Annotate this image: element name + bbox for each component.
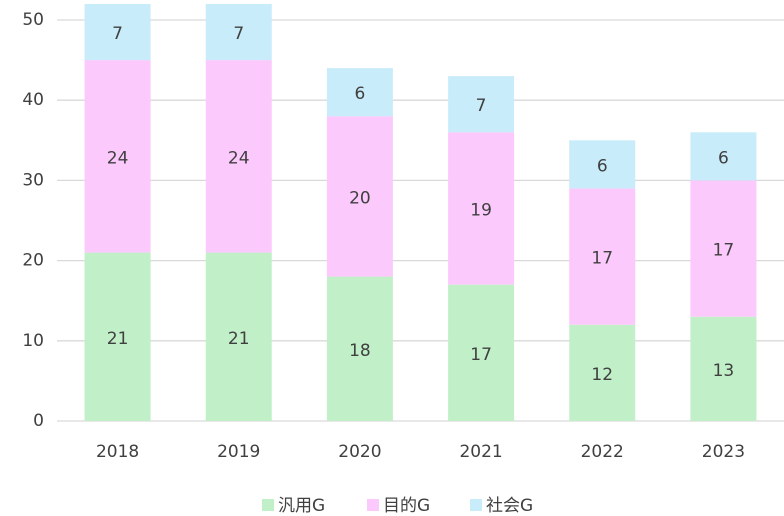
x-tick-label: 2023 <box>702 442 745 462</box>
bar-segment <box>448 284 515 421</box>
legend-swatch <box>262 499 274 511</box>
x-tick-label: 2022 <box>581 442 624 462</box>
bar-segment <box>569 188 636 325</box>
data-label: 7 <box>112 24 123 44</box>
x-tick-label: 2019 <box>217 442 260 462</box>
bar-segment <box>326 116 393 277</box>
data-label: 12 <box>591 365 613 385</box>
legend-swatch <box>470 499 482 511</box>
x-tick-label: 2020 <box>338 442 381 462</box>
y-tick-label: 40 <box>22 90 44 110</box>
data-label: 20 <box>349 188 371 208</box>
legend-label: 社会G <box>486 496 533 516</box>
data-label: 18 <box>349 341 371 361</box>
bar-segment <box>690 132 757 181</box>
y-tick-label: 20 <box>22 251 44 271</box>
data-label: 17 <box>591 249 613 269</box>
legend-label: 汎用G <box>278 496 325 516</box>
bar-segment <box>690 180 757 317</box>
bar-segment <box>205 60 272 253</box>
y-tick-label: 0 <box>33 411 44 431</box>
data-label: 19 <box>470 200 492 220</box>
x-tick-label: 2021 <box>459 442 502 462</box>
bar-segment <box>569 324 636 421</box>
bar-segment <box>326 68 393 117</box>
bar-segment <box>569 140 636 189</box>
data-label: 17 <box>470 345 492 365</box>
bar-segment <box>448 132 515 285</box>
data-label: 7 <box>233 24 244 44</box>
data-label: 13 <box>713 361 735 381</box>
data-label: 17 <box>713 241 735 261</box>
data-label: 21 <box>107 329 129 349</box>
bar-segment <box>84 3 151 61</box>
bar-segment <box>326 276 393 421</box>
bar-segment <box>690 316 757 421</box>
data-label: 24 <box>107 148 129 168</box>
data-label: 6 <box>355 84 366 104</box>
bar-segment <box>448 76 515 133</box>
bar-segment <box>84 60 151 253</box>
y-tick-label: 10 <box>22 331 44 351</box>
data-label: 24 <box>228 148 250 168</box>
data-label: 6 <box>718 148 729 168</box>
legend-label: 目的G <box>383 496 430 516</box>
data-label: 7 <box>476 96 487 116</box>
bar-segment <box>205 3 272 61</box>
y-tick-label: 30 <box>22 170 44 190</box>
bar-segment <box>205 252 272 421</box>
data-label: 6 <box>597 156 608 176</box>
y-tick-label: 50 <box>22 10 44 30</box>
bar-segment <box>84 252 151 421</box>
legend-swatch <box>367 499 379 511</box>
data-label: 21 <box>228 329 250 349</box>
x-tick-label: 2018 <box>96 442 139 462</box>
